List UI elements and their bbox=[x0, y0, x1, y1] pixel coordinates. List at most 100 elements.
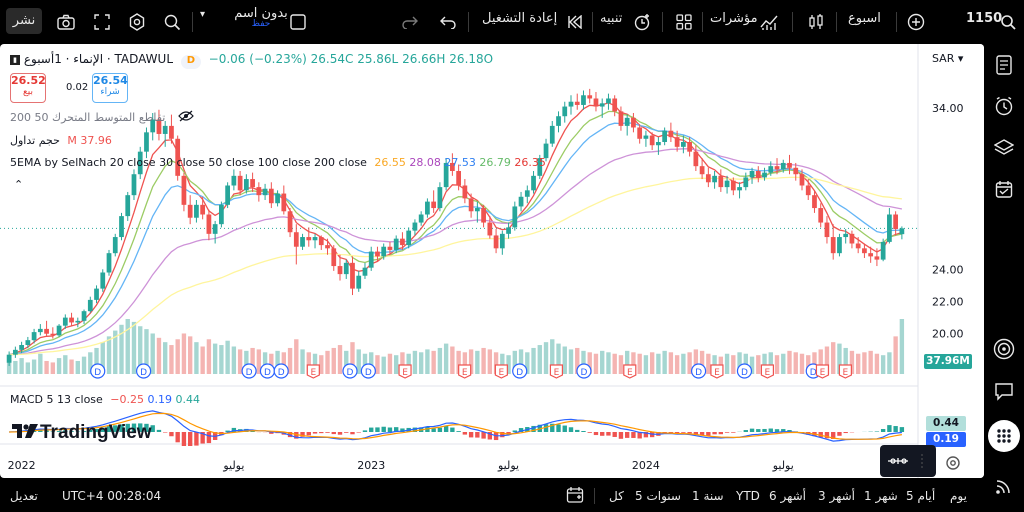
candle-body bbox=[749, 171, 755, 178]
alerts-clock-icon[interactable] bbox=[992, 94, 1016, 118]
chevron-down-icon[interactable]: ▾ bbox=[200, 9, 206, 20]
volume-bar bbox=[281, 352, 287, 374]
volume-bar bbox=[437, 347, 443, 374]
layout-grid-icon[interactable] bbox=[286, 10, 310, 34]
undo-icon[interactable] bbox=[436, 10, 460, 34]
volume-bar bbox=[244, 350, 249, 374]
volume-bar bbox=[849, 350, 855, 374]
range-all[interactable]: كل bbox=[609, 489, 624, 503]
volume-bar bbox=[325, 350, 330, 374]
timezone-clock[interactable]: UTC+4 00:28:04 bbox=[62, 489, 162, 503]
collapse-legend-icon[interactable]: ⌃ bbox=[14, 178, 24, 191]
layout-name-button[interactable]: بدون اسم حفظ bbox=[216, 6, 306, 29]
volume-legend[interactable]: حجم تداول M 37.96 bbox=[10, 134, 112, 147]
candle-body bbox=[225, 185, 231, 205]
share-button[interactable]: نشر bbox=[6, 8, 42, 34]
macd-histogram-bar bbox=[169, 432, 174, 437]
range-1d[interactable]: يوم bbox=[950, 489, 967, 503]
redo-icon[interactable] bbox=[398, 10, 422, 34]
adjust-button[interactable]: تعديل bbox=[10, 489, 38, 503]
macd-histogram-bar bbox=[687, 432, 692, 434]
candle-body bbox=[175, 138, 181, 176]
symbol-search-button[interactable]: 1150 bbox=[966, 11, 1003, 26]
go-to-settings-icon[interactable] bbox=[945, 455, 961, 475]
candle-body bbox=[799, 174, 805, 186]
range-1m[interactable]: 1 شهر bbox=[864, 489, 898, 503]
chart-canvas[interactable]: 34.0024.0022.0020.0018.502022يوليو2023يو… bbox=[0, 44, 984, 478]
candle-body bbox=[431, 201, 437, 209]
currency-selector[interactable]: SAR ▾ bbox=[932, 52, 963, 65]
add-symbol-icon[interactable] bbox=[904, 10, 928, 34]
volume-bar bbox=[493, 352, 499, 374]
chart-panel[interactable]: 34.0024.0022.0020.0018.502022يوليو2023يو… bbox=[0, 44, 984, 478]
target-icon[interactable] bbox=[992, 337, 1016, 361]
candle-body bbox=[350, 262, 355, 289]
candle-body bbox=[631, 117, 636, 128]
layers-icon[interactable] bbox=[992, 136, 1016, 160]
macd-histogram-bar bbox=[300, 432, 305, 437]
event-marker-label: D bbox=[140, 368, 147, 378]
candle-body bbox=[780, 162, 786, 170]
templates-icon[interactable] bbox=[672, 10, 696, 34]
macd-histogram-bar bbox=[781, 429, 786, 432]
sell-button[interactable]: 26.52 بيع bbox=[10, 73, 46, 103]
volume-bar bbox=[13, 360, 18, 374]
volume-bar bbox=[412, 350, 418, 374]
candle-body bbox=[37, 328, 43, 333]
macd-histogram-bar bbox=[500, 432, 505, 438]
macd-histogram-bar bbox=[681, 432, 686, 433]
dividend-marker bbox=[736, 363, 753, 379]
candle-body bbox=[899, 228, 905, 235]
candle-body bbox=[730, 180, 736, 191]
range-1y[interactable]: 1 سنة bbox=[692, 489, 724, 503]
hidden-eye-icon[interactable] bbox=[178, 110, 194, 125]
search-icon[interactable] bbox=[996, 10, 1020, 34]
scale-toggle-button[interactable] bbox=[880, 445, 936, 477]
range-6m[interactable]: 6 أشهر bbox=[769, 489, 806, 503]
range-3m[interactable]: 3 أشهر bbox=[818, 489, 855, 503]
buy-button[interactable]: 26.54 شراء bbox=[92, 73, 128, 103]
candle-body bbox=[75, 320, 81, 323]
indicators-label[interactable]: مؤشرات bbox=[710, 11, 758, 26]
alert-label[interactable]: تنبيه bbox=[600, 11, 623, 26]
volume-bar bbox=[868, 350, 873, 374]
candle-body bbox=[356, 275, 362, 289]
x-tick-label: 2023 bbox=[357, 459, 385, 472]
candle-body bbox=[375, 251, 380, 257]
broadcast-icon[interactable] bbox=[992, 474, 1016, 498]
candlestick-type-icon[interactable] bbox=[804, 10, 828, 34]
candle-body bbox=[474, 208, 480, 212]
volume-bar bbox=[612, 353, 617, 374]
volume-bar bbox=[262, 352, 268, 374]
alert-clock-icon[interactable] bbox=[630, 10, 654, 34]
camera-icon[interactable] bbox=[54, 10, 78, 34]
ma-cross-legend[interactable]: تقاطع المتوسط المتحرك 50 200 bbox=[10, 111, 166, 124]
ohlc-low: 25.86L bbox=[357, 52, 399, 66]
watchlist-icon[interactable] bbox=[992, 53, 1016, 77]
ema-legend[interactable]: 5EMA by SelNach 20 close 30 close 50 clo… bbox=[10, 156, 546, 169]
settings-icon[interactable] bbox=[125, 10, 149, 34]
fullscreen-icon[interactable] bbox=[90, 10, 114, 34]
calendar-icon[interactable] bbox=[992, 177, 1016, 201]
replay-icon[interactable] bbox=[563, 10, 587, 34]
macd-legend[interactable]: MACD 5 13 close −0.25 0.19 0.44 bbox=[10, 393, 200, 406]
volume-bar bbox=[637, 353, 642, 374]
products-menu-icon[interactable] bbox=[988, 420, 1020, 452]
range-5d[interactable]: 5 أيام bbox=[906, 489, 936, 503]
date-range-icon[interactable] bbox=[566, 486, 584, 507]
range-5y[interactable]: 5 سنوات bbox=[635, 489, 681, 503]
y-tick-label: 24.00 bbox=[932, 263, 964, 276]
earnings-marker bbox=[306, 364, 320, 379]
right-sidebar bbox=[984, 44, 1024, 512]
range-ytd[interactable]: YTD bbox=[736, 489, 760, 503]
timeframe-button[interactable]: اسبوع bbox=[848, 11, 881, 26]
chat-icon[interactable] bbox=[992, 379, 1016, 403]
quick-search-icon[interactable] bbox=[160, 10, 184, 34]
indicators-icon[interactable] bbox=[758, 10, 782, 34]
symbol-title[interactable]: الإنماء · 1أسبوع · TADAWUL bbox=[23, 52, 174, 66]
macd-histogram-bar bbox=[899, 427, 905, 432]
replay-label[interactable]: إعادة التشغيل bbox=[482, 11, 558, 26]
macd-histogram-bar bbox=[431, 428, 436, 432]
tradingview-watermark[interactable]: TradingView bbox=[12, 422, 152, 444]
candle-body bbox=[106, 253, 112, 273]
